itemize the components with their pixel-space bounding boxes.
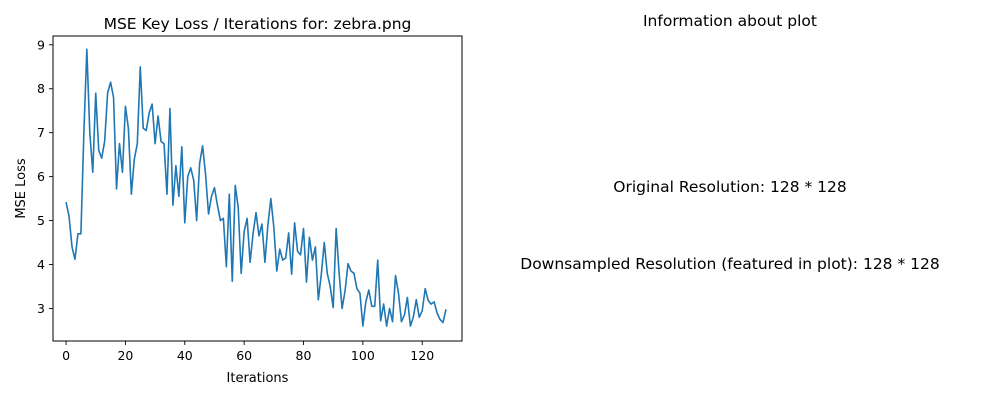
loss-chart: MSE Key Loss / Iterations for: zebra.png… [14,15,463,386]
x-tick-label: 120 [410,348,434,363]
y-tick-label: 6 [37,169,45,184]
x-axis-label: Iterations [227,371,289,386]
chart-title: MSE Key Loss / Iterations for: zebra.png [104,15,412,33]
x-tick-label: 20 [117,348,133,363]
series-line-mse-loss [65,48,447,327]
y-tick-label: 5 [37,213,45,228]
info-title: Information about plot [642,12,817,30]
x-tick-label: 80 [296,348,312,363]
y-tick-label: 7 [37,125,45,140]
x-tick-label: 100 [351,348,375,363]
y-tick-label: 4 [37,257,45,272]
downsampled-resolution-text: Downsampled Resolution (featured in plot… [520,255,940,273]
info-panel: Information about plot Original Resoluti… [480,0,980,400]
y-tick-label: 3 [37,301,45,316]
y-tick-label: 9 [37,37,45,52]
x-tick-label: 0 [62,348,70,363]
plot-area-frame [52,35,463,342]
original-resolution-text: Original Resolution: 128 * 128 [613,178,847,196]
x-tick-label: 60 [236,348,252,363]
x-axis-ticks: 0 20 40 60 80 100 120 [62,341,434,363]
y-axis-ticks: 3 4 5 6 7 8 9 [37,37,53,316]
x-tick-label: 40 [177,348,193,363]
y-axis-label: MSE Loss [14,158,29,219]
y-tick-label: 8 [37,81,45,96]
